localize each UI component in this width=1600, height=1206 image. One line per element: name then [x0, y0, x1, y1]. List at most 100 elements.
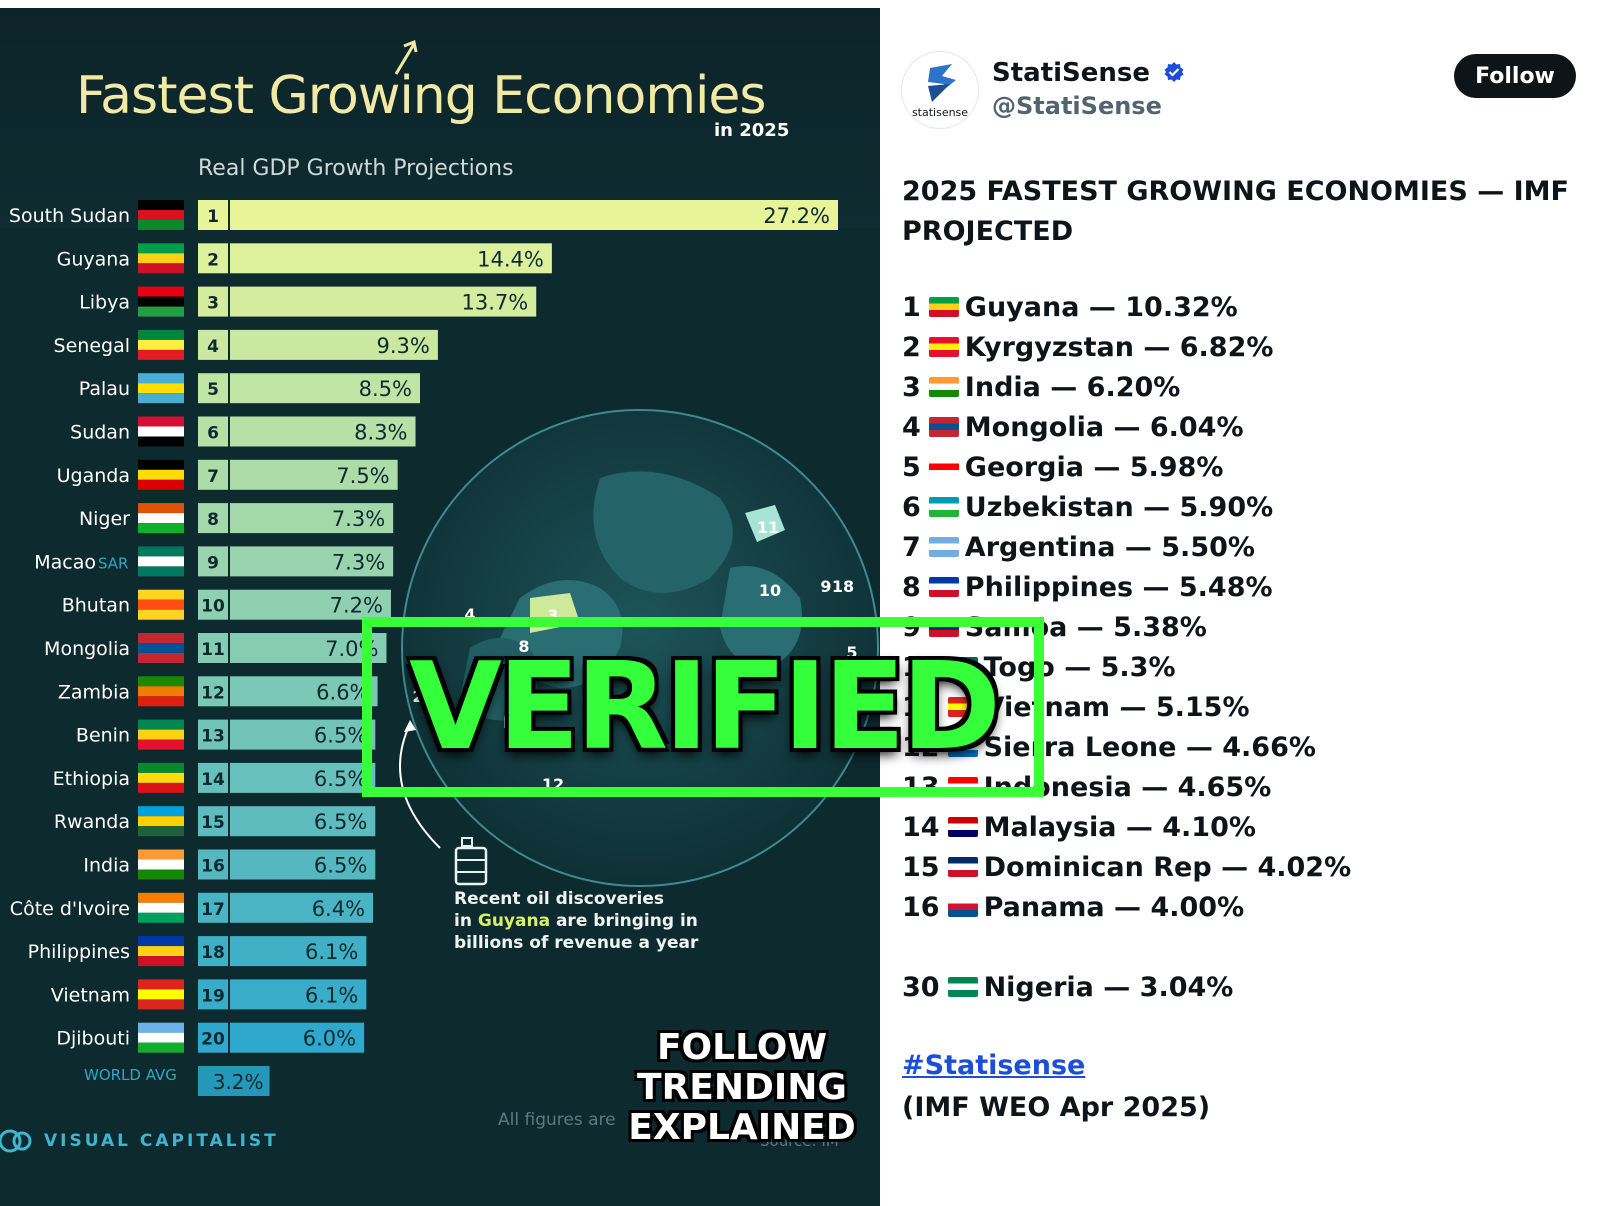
rank-box	[198, 892, 228, 923]
flag-icon	[138, 849, 184, 880]
globe-label: Hi	[503, 713, 522, 732]
category-label: Côte d'Ivoire	[10, 898, 130, 920]
rank-box	[198, 503, 228, 534]
flag-icon	[138, 546, 184, 577]
guyana-arrow-head	[404, 720, 416, 732]
bar-sudan	[230, 416, 416, 447]
ranking-item: 1 Guyana — 10.32%	[902, 287, 1238, 327]
bar-senegal	[230, 329, 438, 360]
rank-box	[198, 1022, 228, 1053]
bar-benin	[230, 719, 376, 750]
chart-subtitle: in 2025	[714, 120, 790, 141]
ranking-item: 4 Mongolia — 6.04%	[902, 407, 1244, 447]
ranking-text: Samoa — 5.38%	[964, 611, 1207, 643]
bar-mongolia	[230, 633, 387, 663]
flag-india-icon	[928, 377, 959, 397]
rank-number: 7	[207, 467, 219, 487]
bar-ethiopia	[230, 762, 376, 793]
ranking-number: 4	[902, 411, 921, 443]
display-name[interactable]: StatiSense	[992, 58, 1185, 88]
flag-icon	[138, 806, 184, 837]
social-post: statisense StatiSense @StatiSense Follow…	[880, 0, 1600, 1198]
ranking-item: 10 Togo — 5.3%	[902, 647, 1176, 687]
trend-watermark: FOLLOW TRENDING EXPLAINED	[622, 1028, 862, 1148]
ranking-item: 12 Sierra Leone — 4.66%	[902, 727, 1316, 767]
follow-button[interactable]: Follow	[1454, 54, 1576, 98]
flag-icon	[138, 633, 184, 663]
infographic-header-bg	[0, 8, 880, 228]
category-label: Mongolia	[44, 638, 130, 660]
ranking-number: 12	[902, 731, 940, 763]
ranking-item: 15 Dominican Rep — 4.02%	[902, 847, 1351, 887]
rank-box	[198, 329, 228, 360]
value-label: 7.2%	[330, 594, 383, 618]
category-label: Zambia	[58, 681, 130, 703]
ranking-number: 8	[902, 571, 921, 603]
oil-barrel-icon	[454, 837, 488, 886]
category-label: Benin	[76, 725, 130, 747]
flag-georgia-icon	[928, 457, 959, 477]
flag-mongolia-icon	[928, 417, 959, 437]
ranking-item: 7 Argentina — 5.50%	[902, 527, 1255, 567]
globe-label: 6	[584, 655, 595, 674]
rank-box	[198, 546, 228, 577]
brand-name: VISUAL CAPITALIST	[44, 1131, 279, 1151]
guyana-arrow	[399, 723, 441, 849]
ranking-text: Togo — 5.3%	[983, 651, 1176, 683]
ranking-number: 5	[902, 451, 921, 483]
category-label: India	[83, 855, 130, 877]
category-label: Rwanda	[54, 811, 130, 833]
rank-box	[198, 459, 228, 490]
display-name-text: StatiSense	[992, 58, 1151, 88]
value-label: 14.4%	[477, 247, 544, 271]
verified-badge-icon	[1164, 62, 1184, 82]
annotation-highlight: Guyana	[477, 911, 551, 931]
bar-south-sudan	[230, 200, 838, 230]
title-arrow-icon	[394, 39, 418, 75]
value-label: 6.1%	[305, 983, 358, 1007]
world-avg-bar	[198, 1066, 270, 1096]
category-label: Ethiopia	[53, 768, 130, 790]
rank-box	[198, 806, 228, 837]
value-label: 6.4%	[312, 897, 365, 921]
ranking-item: 14 Malaysia — 4.10%	[902, 807, 1256, 847]
flag-icon	[138, 589, 184, 620]
bar-uganda	[230, 459, 398, 490]
ranking-text: Kyrgyzstan — 6.82%	[964, 331, 1274, 363]
bar-djibouti	[230, 1022, 365, 1053]
ranking-item: 6 Uzbekistan — 5.90%	[902, 487, 1273, 527]
ranking-number: 1	[902, 291, 921, 323]
handle[interactable]: @StatiSense	[992, 92, 1162, 120]
footer-note: All figures are	[498, 1110, 616, 1130]
value-label: 6.5%	[314, 767, 367, 791]
brand-logo: VISUAL CAPITALIST	[0, 1126, 279, 1156]
source-note: (IMF WEO Apr 2025)	[902, 1092, 1211, 1123]
rank-box	[198, 676, 228, 707]
value-label: 9.3%	[377, 334, 430, 358]
globe-label: 5	[846, 643, 857, 662]
rank-box	[198, 200, 228, 230]
flag-vietnam-icon	[947, 697, 978, 717]
value-label: 7.3%	[332, 507, 385, 531]
value-label: 6.1%	[305, 940, 358, 964]
annotation-line-3: billions of revenue a year	[454, 933, 699, 953]
bar-c-te-d-ivoire	[230, 892, 374, 923]
ranking-item: 5 Georgia — 5.98%	[902, 447, 1223, 487]
value-label: 13.7%	[462, 291, 529, 315]
value-label: 6.5%	[314, 810, 367, 834]
flag-dominican-rep-icon	[947, 857, 978, 877]
value-label: 7.3%	[332, 550, 385, 574]
avatar[interactable]: statisense	[902, 52, 978, 128]
category-label: Guyana	[57, 248, 130, 270]
bar-palau	[230, 373, 420, 404]
globe-label: 2	[412, 687, 423, 706]
annotation-line-1: Recent oil discoveries	[454, 889, 664, 909]
rank-number: 6	[207, 424, 219, 444]
flag-icon	[138, 416, 184, 447]
flag-nigeria-icon	[947, 977, 978, 997]
ranking-item: 11 Vietnam — 5.15%	[902, 687, 1250, 727]
globe-label: 9	[820, 577, 831, 596]
ranking-number: 3	[902, 371, 921, 403]
hashtag-link[interactable]: #Statisense	[902, 1050, 1086, 1081]
